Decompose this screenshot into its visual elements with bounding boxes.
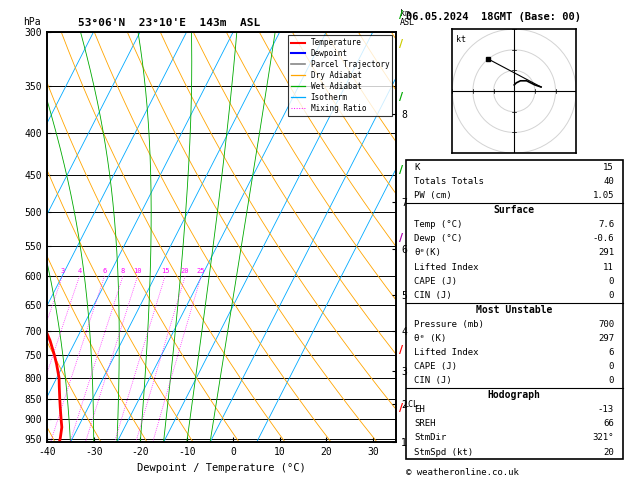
Text: hPa: hPa — [23, 17, 40, 28]
Text: Totals Totals: Totals Totals — [415, 177, 484, 186]
Text: 4: 4 — [77, 268, 82, 274]
Text: 1.05: 1.05 — [593, 191, 614, 200]
Text: 0: 0 — [609, 377, 614, 385]
Text: Dewp (°C): Dewp (°C) — [415, 234, 463, 243]
Text: 700: 700 — [598, 320, 614, 329]
Text: 8: 8 — [121, 268, 125, 274]
Text: 0: 0 — [609, 291, 614, 300]
Text: 20: 20 — [181, 268, 189, 274]
Text: 6: 6 — [609, 348, 614, 357]
Text: 297: 297 — [598, 334, 614, 343]
Text: kt: kt — [457, 35, 466, 44]
Text: 15: 15 — [603, 163, 614, 172]
Text: CIN (J): CIN (J) — [415, 377, 452, 385]
Text: -13: -13 — [598, 405, 614, 414]
Text: Most Unstable: Most Unstable — [476, 305, 552, 315]
Text: /: / — [399, 233, 403, 243]
Text: 20: 20 — [603, 448, 614, 457]
Text: EH: EH — [415, 405, 425, 414]
Text: /: / — [399, 92, 403, 102]
Text: /: / — [399, 10, 403, 19]
Text: θᵉ (K): θᵉ (K) — [415, 334, 447, 343]
Text: 25: 25 — [197, 268, 205, 274]
Text: LCL: LCL — [403, 400, 418, 409]
Text: 6: 6 — [103, 268, 106, 274]
Text: 0: 0 — [609, 362, 614, 371]
Text: CAPE (J): CAPE (J) — [415, 277, 457, 286]
Text: 15: 15 — [161, 268, 169, 274]
Text: © weatheronline.co.uk: © weatheronline.co.uk — [406, 468, 518, 477]
Text: km
ASL: km ASL — [400, 10, 415, 28]
Title: 53°06'N  23°10'E  143m  ASL: 53°06'N 23°10'E 143m ASL — [78, 18, 260, 28]
Text: 40: 40 — [603, 177, 614, 186]
Text: 11: 11 — [603, 262, 614, 272]
Text: K: K — [415, 163, 420, 172]
Text: Lifted Index: Lifted Index — [415, 348, 479, 357]
Text: 06.05.2024  18GMT (Base: 00): 06.05.2024 18GMT (Base: 00) — [406, 12, 581, 22]
X-axis label: Dewpoint / Temperature (°C): Dewpoint / Temperature (°C) — [137, 463, 306, 473]
Text: 10: 10 — [133, 268, 142, 274]
Text: 291: 291 — [598, 248, 614, 258]
Text: /: / — [399, 39, 403, 49]
Text: /: / — [399, 165, 403, 175]
Text: StmDir: StmDir — [415, 434, 447, 442]
Text: CAPE (J): CAPE (J) — [415, 362, 457, 371]
Text: 321°: 321° — [593, 434, 614, 442]
Text: /: / — [399, 345, 403, 355]
Text: 66: 66 — [603, 419, 614, 428]
Text: θᵉ(K): θᵉ(K) — [415, 248, 442, 258]
Text: Lifted Index: Lifted Index — [415, 262, 479, 272]
Text: -0.6: -0.6 — [593, 234, 614, 243]
Text: PW (cm): PW (cm) — [415, 191, 452, 200]
Text: 0: 0 — [609, 277, 614, 286]
Text: 3: 3 — [60, 268, 64, 274]
Text: Pressure (mb): Pressure (mb) — [415, 320, 484, 329]
Text: Surface: Surface — [494, 205, 535, 215]
Text: CIN (J): CIN (J) — [415, 291, 452, 300]
Text: /: / — [399, 403, 403, 413]
Text: SREH: SREH — [415, 419, 436, 428]
Text: StmSpd (kt): StmSpd (kt) — [415, 448, 474, 457]
Legend: Temperature, Dewpoint, Parcel Trajectory, Dry Adiabat, Wet Adiabat, Isotherm, Mi: Temperature, Dewpoint, Parcel Trajectory… — [288, 35, 392, 116]
Text: Temp (°C): Temp (°C) — [415, 220, 463, 229]
Text: Hodograph: Hodograph — [487, 390, 541, 400]
Text: 7.6: 7.6 — [598, 220, 614, 229]
